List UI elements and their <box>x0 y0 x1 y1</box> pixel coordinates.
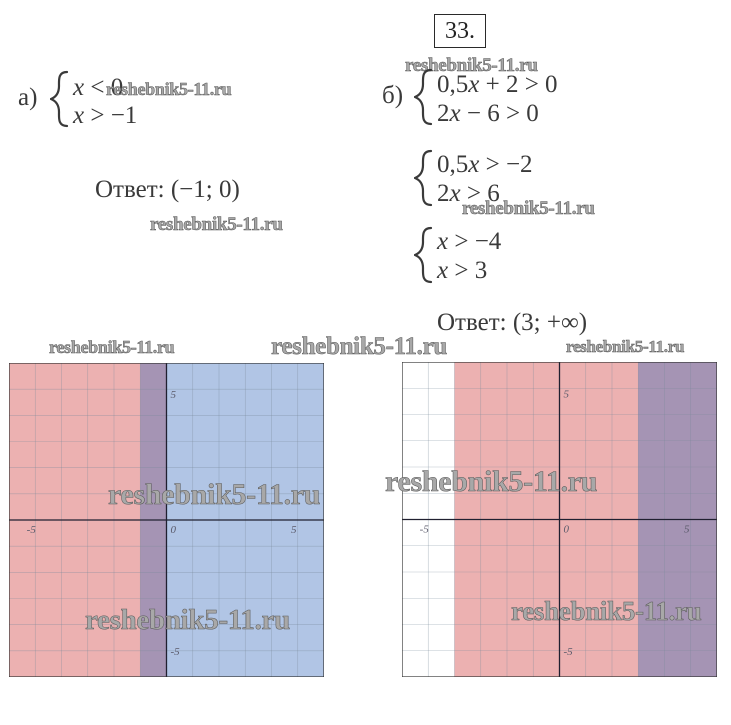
svg-text:-5: -5 <box>171 646 181 658</box>
svg-text:0: 0 <box>564 524 570 536</box>
svg-text:-5: -5 <box>564 646 574 658</box>
svg-text:5: 5 <box>291 524 297 536</box>
svg-text:-5: -5 <box>420 524 430 536</box>
svg-text:0: 0 <box>171 524 177 536</box>
svg-text:5: 5 <box>171 389 177 401</box>
svg-text:-5: -5 <box>27 524 37 536</box>
svg-text:5: 5 <box>684 524 690 536</box>
svg-text:5: 5 <box>564 388 570 400</box>
